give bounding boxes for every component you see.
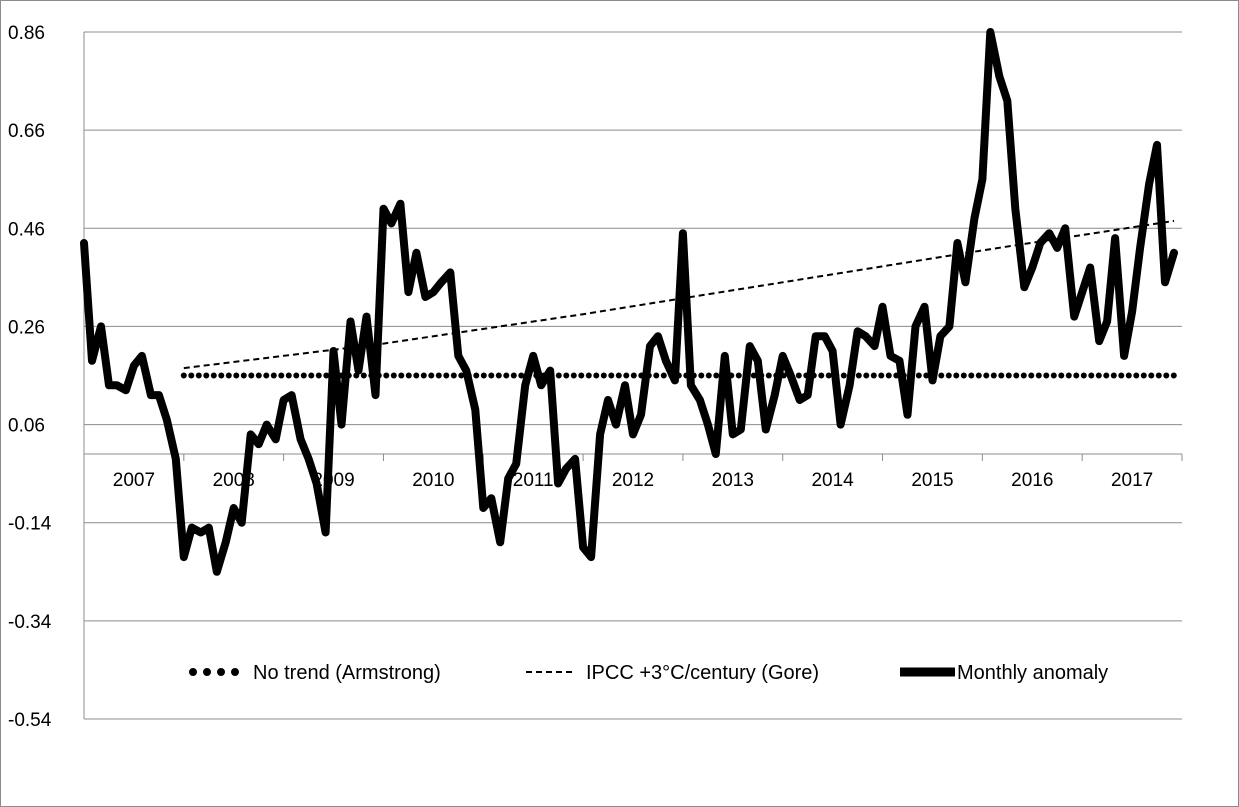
- legend-label-monthly: Monthly anomaly: [957, 662, 1108, 684]
- legend: No trend (Armstrong) IPCC +3°C/century (…: [189, 662, 1108, 684]
- legend-item-ipcc: IPCC +3°C/century (Gore): [526, 662, 819, 684]
- series-monthly-anomaly: [80, 28, 1178, 576]
- x-tick-label: 2013: [712, 470, 754, 491]
- y-tick-label: -0.54: [8, 710, 52, 731]
- legend-label-ipcc: IPCC +3°C/century (Gore): [586, 662, 819, 684]
- y-tick-label: 0.66: [8, 121, 45, 142]
- y-tick-label: 0.06: [8, 416, 45, 437]
- x-tick-label: 2011: [513, 470, 554, 491]
- y-tick-label: 0.46: [8, 219, 45, 240]
- legend-label-no-trend: No trend (Armstrong): [253, 662, 441, 684]
- x-tick-label: 2010: [412, 470, 454, 491]
- y-tick-label: 0.26: [8, 317, 45, 338]
- x-tick-label: 2016: [1011, 470, 1053, 491]
- x-tick-label: 2009: [312, 470, 354, 491]
- x-tick-label: 2017: [1111, 470, 1153, 491]
- x-tick-label: 2012: [612, 470, 654, 491]
- x-axis-ticks: 2007 2008 2009 2010 2011 2012 2013 2014 2015 2016…: [83, 454, 1183, 491]
- legend-item-no-trend: No trend (Armstrong): [189, 662, 441, 684]
- x-tick-label: 2015: [911, 470, 953, 491]
- y-axis-ticks: 0.86 0.66 0.46 0.26 0.06 -0.14 -0.34 -0.54: [8, 23, 52, 731]
- x-tick-label: 2007: [113, 470, 155, 491]
- series-group: [80, 28, 1178, 576]
- y-tick-label: 0.86: [8, 23, 45, 44]
- x-tick-label: 2014: [811, 470, 854, 491]
- y-tick-label: -0.34: [8, 612, 52, 633]
- legend-item-monthly: Monthly anomaly: [900, 662, 1108, 684]
- y-tick-label: -0.14: [8, 514, 52, 535]
